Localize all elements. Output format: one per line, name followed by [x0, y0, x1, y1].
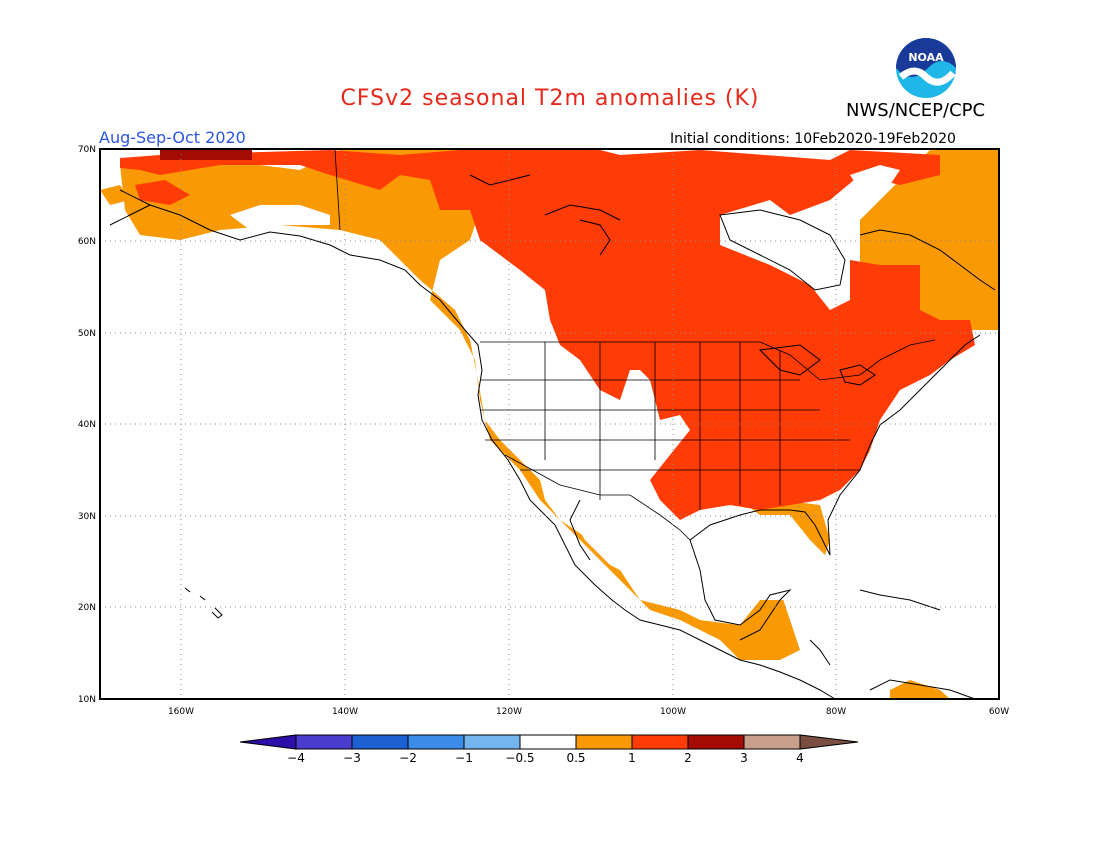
graticule [100, 149, 999, 699]
noaa-logo: NOAA [895, 37, 957, 99]
lon-label: 80W [826, 707, 846, 717]
colorbar-tick-label: 3 [740, 751, 748, 765]
colorbar-tick-label: 2 [684, 751, 692, 765]
colorbar-tick-label: −4 [287, 751, 305, 765]
lat-label: 20N [78, 603, 96, 613]
coastlines [109, 174, 996, 700]
colorbar-tick-label: 1 [628, 751, 636, 765]
colorbar-tick-label: −2 [399, 751, 417, 765]
colorbar-arrow-high [799, 734, 859, 750]
lon-label: 100W [660, 707, 686, 717]
colorbar-tick-label: −1 [455, 751, 473, 765]
initial-conditions-label: Initial conditions: 10Feb2020-19Feb2020 [670, 131, 956, 147]
lat-label: 30N [78, 512, 96, 522]
colorbar-arrow-low [239, 734, 297, 750]
colorbar-segment [351, 734, 409, 750]
longitude-labels: 160W 140W 120W 100W 80W 60W [168, 707, 1009, 717]
map-frame [99, 148, 1000, 700]
colorbar-segment [519, 734, 577, 750]
lat-label: 10N [78, 695, 96, 705]
colorbar-segment [631, 734, 689, 750]
colorbar-segment [407, 734, 465, 750]
map-title: CFSv2 seasonal T2m anomalies (K) [340, 86, 760, 111]
period-label: Aug-Sep-Oct 2020 [99, 128, 246, 147]
colorbar-segment [575, 734, 633, 750]
lon-label: 160W [168, 707, 194, 717]
political-borders [334, 149, 936, 541]
lon-label: 140W [332, 707, 358, 717]
colorbar-tick-label: −0.5 [505, 751, 534, 765]
latitude-labels: 70N 60N 50N 40N 30N 20N 10N [78, 145, 96, 705]
lat-label: 60N [78, 237, 96, 247]
lon-label: 120W [496, 707, 522, 717]
lat-label: 50N [78, 329, 96, 339]
lat-label: 70N [78, 145, 96, 155]
colorbar-segment [463, 734, 521, 750]
colorbar-segment [295, 734, 353, 750]
colorbar-segment [743, 734, 801, 750]
lon-label: 60W [989, 707, 1009, 717]
logo-text: NOAA [908, 51, 944, 64]
colorbar-tick-label: 0.5 [566, 751, 585, 765]
colorbar-tick-label: 4 [796, 751, 804, 765]
colorbar-tick-label: −3 [343, 751, 361, 765]
anomaly-fill [100, 150, 999, 699]
colorbar: −4 −3 −2 −1 −0.5 0.5 1 2 3 4 [239, 734, 859, 765]
agency-label: NWS/NCEP/CPC [846, 100, 986, 121]
colorbar-segment [687, 734, 745, 750]
lat-label: 40N [78, 420, 96, 430]
